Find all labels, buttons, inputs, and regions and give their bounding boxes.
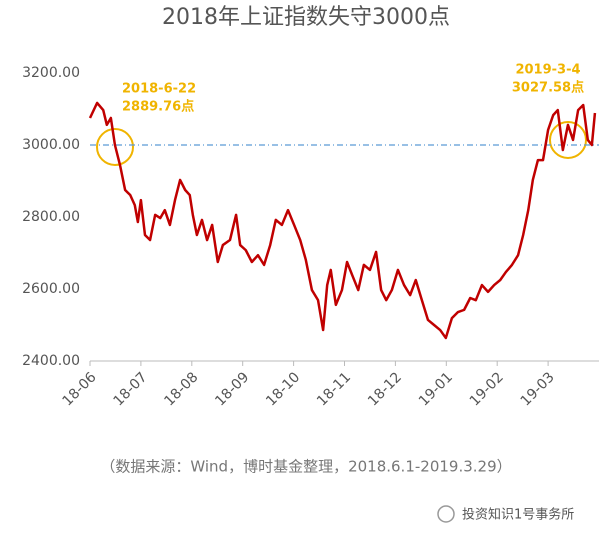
annotation: 2018-6-22 (122, 82, 196, 97)
x-tick-label: 18-08 (161, 369, 201, 409)
highlight-circle (96, 128, 134, 166)
x-tick-label: 18-11 (314, 369, 354, 409)
x-tick-label: 18-12 (365, 369, 405, 409)
x-tick-label: 18-06 (60, 369, 100, 409)
annotation: 2019-3-4 (515, 63, 580, 78)
highlight-circle (549, 121, 587, 159)
watermark-icon (437, 505, 455, 523)
annotation: 3027.58点 (512, 80, 584, 96)
x-tick-label: 18-09 (212, 369, 252, 409)
y-tick-label: 3200.00 (22, 65, 80, 81)
x-tick-label: 19-02 (467, 369, 507, 409)
annotation: 2889.76点 (122, 99, 194, 115)
x-tick-label: 18-07 (110, 369, 150, 409)
source-note: （数据来源：Wind，博时基金整理，2018.6.1-2019.3.29） (100, 458, 511, 476)
x-tick-label: 19-03 (518, 369, 558, 409)
watermark: 投资知识1号事务所 (462, 507, 574, 523)
y-tick-label: 2800.00 (22, 209, 80, 225)
line-series (88, 101, 597, 340)
chart-title: 2018年上证指数失守3000点 (162, 5, 450, 30)
y-tick-label: 2600.00 (22, 281, 80, 297)
x-tick-label: 18-10 (263, 369, 303, 409)
y-tick-label: 2400.00 (22, 353, 80, 369)
y-tick-label: 3000.00 (22, 137, 80, 153)
x-tick-label: 19-01 (416, 369, 456, 409)
